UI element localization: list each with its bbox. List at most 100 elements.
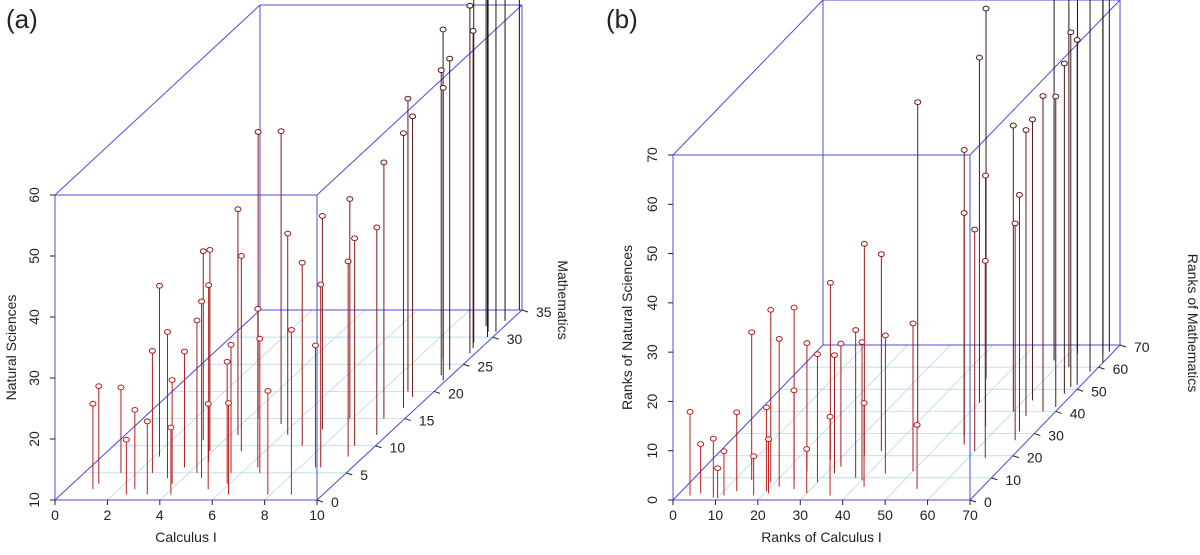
data-point — [960, 210, 968, 216]
z-tick-label: 20 — [26, 431, 42, 447]
x-tick-label: 60 — [920, 507, 936, 523]
x-axis-label: Calculus I — [155, 529, 216, 545]
data-point — [439, 84, 447, 91]
y-tick-label: 10 — [390, 440, 406, 456]
y-tick-label: 30 — [1048, 428, 1064, 444]
data-point — [1073, 36, 1081, 43]
data-point — [981, 257, 989, 264]
data-point — [373, 224, 381, 231]
z-tick-label: 40 — [26, 309, 42, 325]
data-point — [287, 326, 295, 333]
x-tick-label: 0 — [669, 507, 677, 523]
data-point — [205, 282, 213, 289]
data-point — [225, 400, 233, 406]
data-point — [1039, 93, 1047, 99]
data-point — [1052, 93, 1060, 100]
data-point — [380, 159, 388, 166]
data-point — [346, 196, 354, 202]
x-tick-label: 0 — [51, 507, 59, 523]
x-tick-label: 70 — [962, 507, 978, 523]
x-tick-label: 2 — [104, 507, 112, 523]
box-edge — [316, 4, 523, 196]
box-edge — [969, 0, 1121, 156]
data-point — [204, 400, 212, 407]
y-tick-label: 30 — [507, 331, 523, 347]
y-tick-mark — [521, 309, 529, 313]
z-tick-label: 40 — [644, 295, 660, 311]
data-point — [860, 400, 868, 406]
data-point — [237, 253, 245, 259]
data-point — [1009, 122, 1017, 129]
data-point — [720, 448, 728, 455]
x-tick-label: 10 — [309, 507, 325, 523]
y-tick-label: 20 — [448, 385, 464, 401]
data-point — [227, 341, 235, 348]
scatter3d-chart-b: 0 10 20 30 40 50 60 70 0 10 20 30 40 50 60 70 0 10 20 30 40 5… — [619, 0, 1200, 545]
y-tick-label: 15 — [419, 413, 435, 429]
x-tick-label: 30 — [792, 507, 808, 523]
data-point — [1011, 220, 1019, 227]
y-tick-mark — [316, 499, 324, 503]
floor-grid-x — [884, 344, 1036, 501]
data-point — [826, 413, 834, 420]
y-tick-mark — [1076, 388, 1084, 392]
data-point — [837, 340, 845, 347]
data-point — [318, 213, 326, 219]
floor-grid-x — [715, 344, 866, 501]
data-point — [437, 67, 445, 74]
data-point — [826, 279, 834, 286]
y-tick-mark — [991, 477, 998, 481]
data-point — [117, 384, 125, 391]
y-tick-label: 25 — [477, 358, 493, 374]
z-axis-label: Natural Sciences — [3, 295, 19, 401]
y-tick-mark — [1119, 344, 1127, 348]
data-point — [830, 352, 838, 359]
data-point — [858, 339, 866, 345]
data-point — [775, 335, 783, 342]
z-tick-label: 60 — [26, 187, 42, 203]
data-point — [399, 130, 407, 137]
y-tick-label: 40 — [1070, 405, 1086, 421]
data-point — [143, 418, 151, 425]
data-point — [914, 99, 922, 106]
data-point — [913, 421, 921, 428]
y-tick-mark — [492, 336, 499, 340]
data-point — [298, 259, 306, 266]
data-point — [750, 453, 758, 460]
data-point — [1067, 29, 1075, 36]
data-point — [881, 332, 889, 339]
data-point — [975, 54, 983, 61]
floor-grid-x — [757, 344, 909, 501]
z-tick-label: 70 — [644, 147, 660, 163]
y-tick-label: 20 — [1027, 450, 1043, 466]
data-point — [155, 282, 163, 289]
data-point — [767, 306, 775, 313]
box-edge — [969, 344, 1121, 501]
z-tick-label: 30 — [26, 370, 42, 386]
data-point — [982, 5, 990, 12]
data-point — [439, 26, 447, 33]
scatter3d-chart-a: 0 2 4 6 8 10 10 20 30 40 50 60 0 5 10 15 20 25 30 35 Calculu… — [3, 0, 571, 545]
data-point — [748, 329, 756, 336]
data-point — [234, 206, 242, 213]
y-tick-mark — [463, 363, 470, 367]
data-point — [714, 465, 722, 472]
box-edge — [672, 344, 824, 501]
z-tick-label: 60 — [644, 196, 660, 212]
x-tick-label: 4 — [156, 507, 164, 523]
data-point — [198, 298, 206, 305]
floor-grid-x — [211, 309, 418, 501]
data-point — [971, 226, 979, 233]
data-point — [284, 230, 292, 237]
z-axis-label: Ranks of Natural Sciences — [619, 245, 635, 410]
data-point — [697, 441, 705, 447]
data-point — [311, 342, 319, 349]
y-tick-mark — [404, 418, 412, 422]
box-edge — [54, 4, 261, 196]
panel-label-b: (b) — [606, 4, 638, 34]
data-point — [877, 251, 885, 258]
y-axis-label: Mathematics — [555, 260, 571, 339]
z-tick-label: 0 — [644, 496, 660, 504]
y-tick-label: 5 — [360, 467, 368, 483]
data-point — [860, 240, 868, 247]
